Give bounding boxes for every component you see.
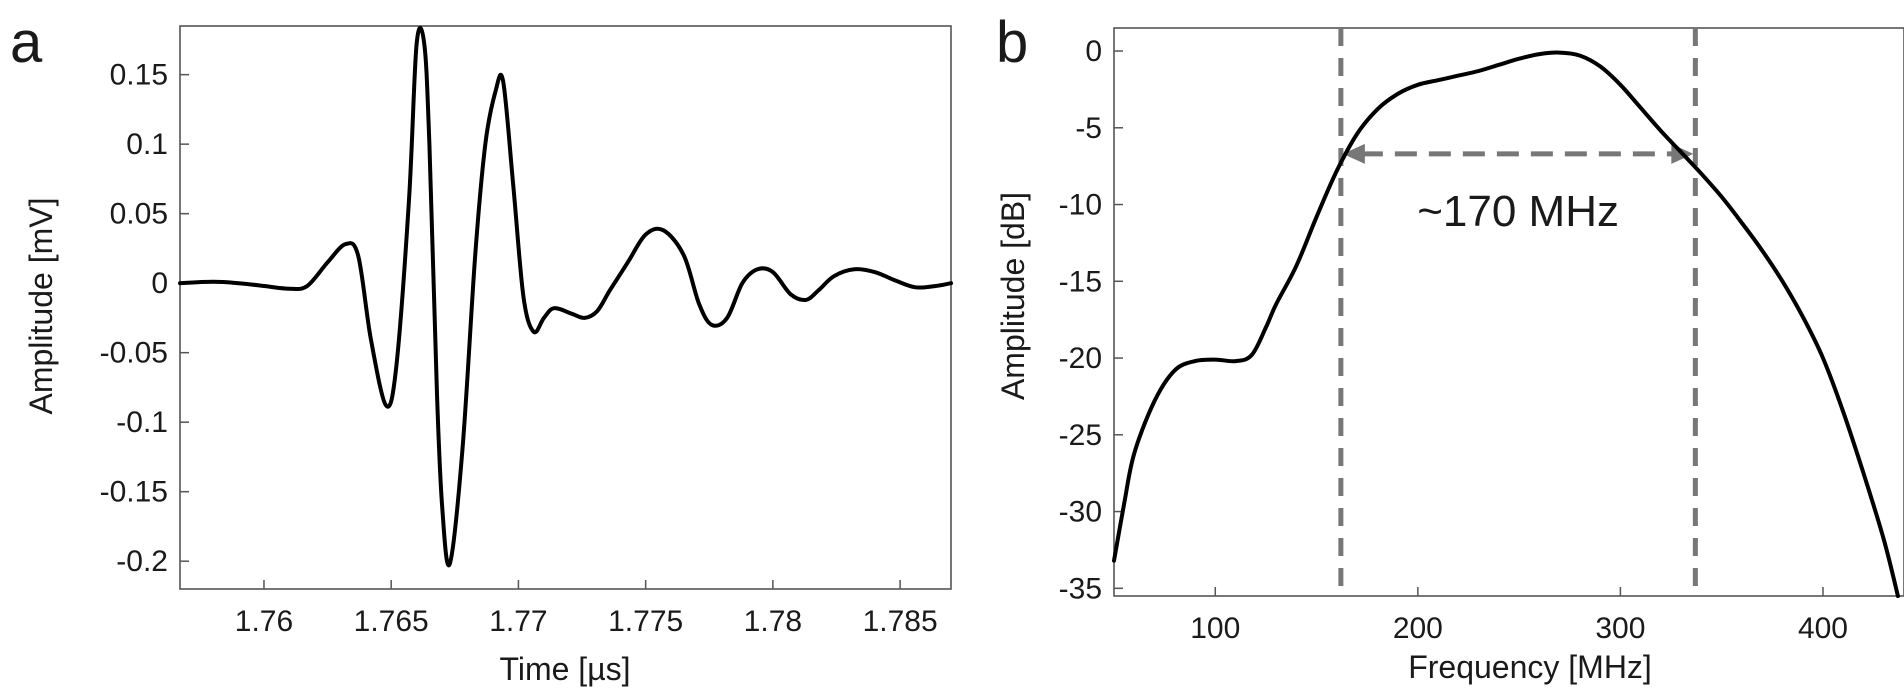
- panel-a-y-tick-label: 0.15: [110, 59, 168, 92]
- panel-b-x-ticks: 100 200 300 400: [1190, 587, 1848, 645]
- panel-b-x-tick-label: 400: [1798, 612, 1848, 645]
- panel-a-x-tick-label: 1.76: [235, 605, 293, 638]
- panel-a-x-axis-label: Time [µs]: [499, 651, 630, 687]
- panel-a-x-tick-label: 1.77: [489, 605, 547, 638]
- panel-a-y-tick-label: 0.1: [126, 128, 168, 161]
- panel-b-x-tick-label: 300: [1595, 612, 1645, 645]
- panel-b-letter: b: [996, 10, 1028, 75]
- panel-a-x-tick-label: 1.78: [744, 605, 802, 638]
- panel-a-x-tick-label: 1.775: [608, 605, 683, 638]
- panel-b-axes-box: [1113, 27, 1904, 597]
- panel-b-y-tick-label: -25: [1059, 419, 1102, 452]
- panel-a-axes-box: [179, 25, 952, 590]
- panel-a-x-tick-label: 1.785: [863, 605, 938, 638]
- panel-a-y-ticks: 0.15 0.1 0.05 0 -0.05 -0.1 -0.15 -0.2: [100, 59, 189, 578]
- panel-a-y-tick-label: 0: [151, 267, 168, 300]
- panel-a-series-line: [178, 26, 953, 568]
- panel-a-y-tick-label: -0.15: [100, 476, 168, 509]
- panel-b-x-axis-label: Frequency [MHz]: [1408, 649, 1652, 685]
- panel-b-y-tick-label: -35: [1059, 572, 1102, 605]
- bandwidth-annotation: ~170 MHz: [1417, 187, 1619, 236]
- panel-a-y-tick-label: -0.05: [100, 337, 168, 370]
- panel-a-y-tick-label: -0.1: [116, 406, 168, 439]
- panel-a-y-tick-label: -0.2: [116, 545, 168, 578]
- panel-a-y-axis-label: Amplitude [mV]: [23, 198, 59, 415]
- panel-a-letter: a: [10, 10, 43, 75]
- panel-a-y-tick-label: 0.05: [110, 198, 168, 231]
- panel-b-y-tick-label: -10: [1059, 189, 1102, 222]
- panel-b-y-axis-label: Amplitude [dB]: [995, 192, 1031, 400]
- panel-b-y-tick-label: -20: [1059, 342, 1102, 375]
- panel-b-y-tick-label: -5: [1075, 112, 1102, 145]
- panel-b-series-line: [1112, 50, 1900, 598]
- panel-b-x-tick-label: 200: [1393, 612, 1443, 645]
- panel-b-y-tick-label: 0: [1085, 35, 1102, 68]
- panel-b: b 100 200 300 400 0 -5 -10 -15 -20 -25 -30 -35 ~17…: [995, 10, 1904, 685]
- panel-a: a 1.76 1.765 1.77 1.775 1.78 1.785 0.15 0.1 0.0…: [10, 10, 953, 687]
- panel-a-x-ticks: 1.76 1.765 1.77 1.775 1.78 1.785: [235, 580, 938, 638]
- panel-b-x-tick-label: 100: [1190, 612, 1240, 645]
- bandwidth-arrow-left-head: [1342, 143, 1365, 164]
- panel-b-y-tick-label: -30: [1059, 496, 1102, 529]
- panel-b-y-ticks: 0 -5 -10 -15 -20 -25 -30 -35: [1059, 35, 1123, 605]
- panel-b-y-tick-label: -15: [1059, 265, 1102, 298]
- panel-a-x-tick-label: 1.765: [354, 605, 429, 638]
